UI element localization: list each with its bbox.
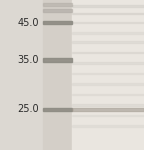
Bar [72, 115, 144, 116]
Bar [72, 104, 144, 106]
Bar [72, 22, 144, 23]
Bar [72, 94, 144, 95]
Bar [43, 21, 72, 24]
Bar [43, 9, 72, 12]
Bar [72, 13, 144, 14]
Bar [72, 5, 144, 7]
Bar [72, 0, 144, 150]
Bar [43, 108, 72, 111]
Bar [72, 52, 144, 53]
Text: 35.0: 35.0 [17, 55, 39, 65]
Bar [72, 108, 144, 111]
Bar [72, 83, 144, 85]
Bar [72, 32, 144, 34]
Bar [72, 62, 144, 64]
Bar [43, 3, 72, 6]
Bar [0, 0, 43, 150]
Bar [43, 58, 72, 62]
Bar [72, 73, 144, 74]
Bar [72, 125, 144, 127]
Bar [43, 0, 72, 150]
Text: 25.0: 25.0 [17, 105, 39, 114]
Text: 45.0: 45.0 [17, 18, 39, 27]
Bar [72, 41, 144, 43]
